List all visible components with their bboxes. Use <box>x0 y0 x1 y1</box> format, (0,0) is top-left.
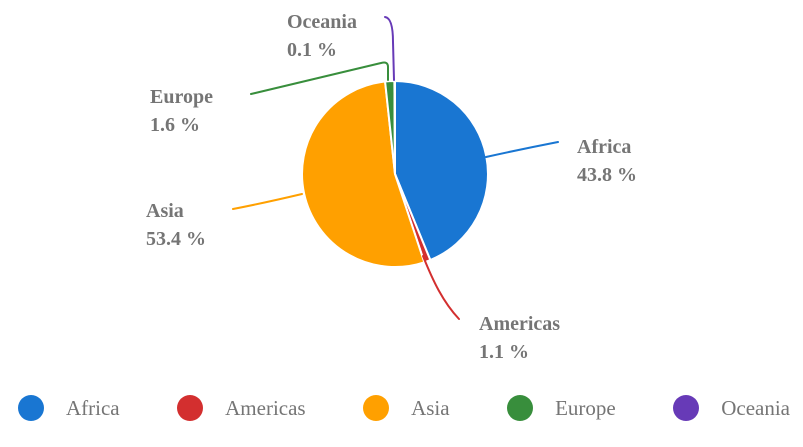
legend-swatch-europe <box>507 395 534 421</box>
callout-africa-percent: 43.8 % <box>577 164 637 186</box>
legend-item-oceania: Oceania <box>673 395 790 421</box>
leader-line-europe <box>250 61 389 95</box>
callout-oceania-percent: 0.1 % <box>287 39 337 61</box>
callout-americas-percent: 1.1 % <box>479 341 529 363</box>
legend-label-africa: Africa <box>66 395 120 420</box>
leader-line-africa <box>485 141 559 158</box>
legend-label-americas: Americas <box>225 395 306 420</box>
legend-label-europe: Europe <box>555 395 616 420</box>
callout-europe: Europe 1.6 % <box>150 83 213 139</box>
callout-europe-percent: 1.6 % <box>150 114 200 136</box>
legend-item-africa: Africa <box>18 395 120 421</box>
callout-asia-percent: 53.4 % <box>146 228 206 250</box>
leader-line-americas <box>422 255 460 320</box>
callout-africa: Africa 43.8 % <box>577 133 637 189</box>
callout-americas: Americas 1.1 % <box>479 310 560 366</box>
legend-item-americas: Americas <box>177 395 306 421</box>
leader-line-oceania <box>384 16 395 81</box>
legend-swatch-africa <box>18 395 44 421</box>
callout-asia: Asia 53.4 % <box>146 197 206 253</box>
callout-americas-label: Americas <box>479 313 561 335</box>
legend-label-oceania: Oceania <box>721 395 790 420</box>
legend-swatch-asia <box>363 395 390 421</box>
callout-asia-label: Asia <box>146 200 184 222</box>
pie-slice-asia <box>301 80 426 268</box>
legend-item-europe: Europe <box>507 395 616 421</box>
callout-africa-label: Africa <box>577 136 632 158</box>
legend-item-asia: Asia <box>363 395 450 421</box>
callout-oceania-label: Oceania <box>287 11 357 33</box>
legend-label-asia: Asia <box>411 395 450 420</box>
legend-swatch-americas <box>177 395 204 421</box>
pie-slice-oceania <box>393 79 396 175</box>
callout-europe-label: Europe <box>150 86 213 108</box>
leader-line-asia <box>232 193 303 210</box>
chart-legend: Africa Americas Asia Europe Oceania <box>0 382 803 434</box>
legend-swatch-oceania <box>673 395 700 421</box>
callout-oceania: Oceania 0.1 % <box>287 8 357 64</box>
